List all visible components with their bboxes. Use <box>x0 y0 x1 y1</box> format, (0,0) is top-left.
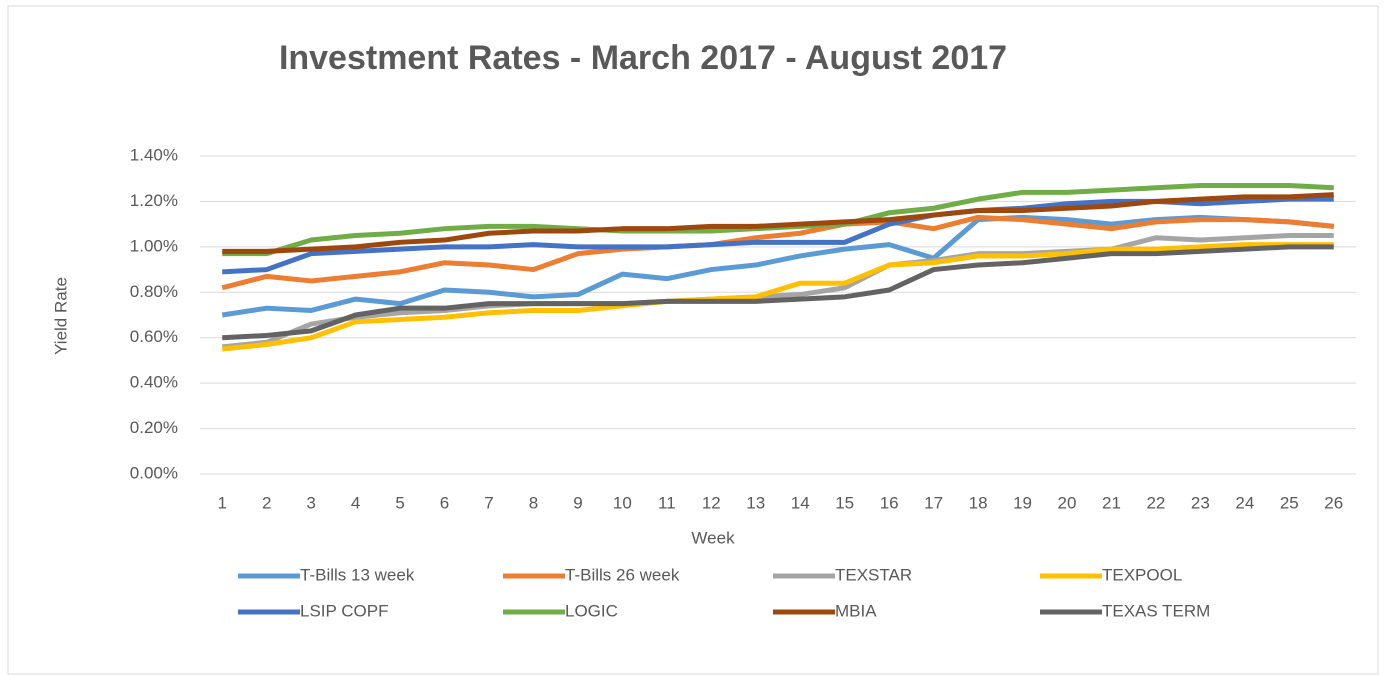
x-tick-label: 6 <box>440 493 449 512</box>
series-line <box>221 233 1334 350</box>
y-axis-label: Yield Rate <box>51 277 70 355</box>
x-tick-label: 23 <box>1191 493 1210 512</box>
chart-frame <box>7 5 1379 675</box>
series-line <box>221 242 1334 352</box>
x-tick-label: 26 <box>1324 493 1343 512</box>
legend-label: MBIA <box>835 601 877 620</box>
x-tick-label: 22 <box>1146 493 1165 512</box>
x-tick-label: 2 <box>262 493 271 512</box>
x-tick-label: 18 <box>969 493 988 512</box>
series-line <box>221 214 1335 318</box>
legend-label: LOGIC <box>565 601 618 620</box>
x-tick-label: 21 <box>1102 493 1121 512</box>
y-tick-label: 0.00% <box>130 463 178 482</box>
x-tick-label: 13 <box>746 493 765 512</box>
y-tick-label: 0.60% <box>130 327 178 346</box>
y-tick-label: 1.20% <box>130 191 178 210</box>
x-tick-label: 11 <box>658 493 676 512</box>
x-tick-label: 7 <box>484 493 493 512</box>
x-tick-label: 14 <box>791 493 810 512</box>
x-tick-label: 3 <box>306 493 315 512</box>
x-tick-label: 16 <box>880 493 899 512</box>
legend-label: LSIP COPF <box>300 601 389 620</box>
y-tick-label: 0.80% <box>130 282 178 301</box>
x-tick-label: 17 <box>924 493 943 512</box>
y-tick-label: 0.40% <box>130 373 178 392</box>
x-tick-label: 12 <box>702 493 721 512</box>
series-line <box>221 214 1335 291</box>
y-tick-label: 0.20% <box>130 418 178 437</box>
x-tick-label: 8 <box>529 493 538 512</box>
x-tick-label: 5 <box>395 493 404 512</box>
x-tick-label: 20 <box>1058 493 1077 512</box>
x-tick-label: 19 <box>1013 493 1032 512</box>
x-tick-label: 4 <box>351 493 360 512</box>
x-tick-label: 1 <box>217 493 226 512</box>
x-tick-label: 15 <box>835 493 854 512</box>
legend-label: TEXPOOL <box>1102 565 1182 584</box>
x-tick-label: 10 <box>613 493 632 512</box>
x-axis-label: Week <box>691 528 735 547</box>
y-tick-label: 1.40% <box>130 145 178 164</box>
x-tick-label: 9 <box>573 493 582 512</box>
chart-title: Investment Rates - March 2017 - August 2… <box>279 39 1007 77</box>
y-tick-label: 1.00% <box>130 236 178 255</box>
legend-label: T-Bills 26 week <box>565 565 680 584</box>
x-tick-label: 25 <box>1280 493 1299 512</box>
series-line <box>222 192 1334 254</box>
legend-label: TEXSTAR <box>835 565 912 584</box>
x-tick-label: 24 <box>1235 493 1254 512</box>
legend-label: T-Bills 13 week <box>300 565 415 584</box>
series-line <box>222 244 1334 341</box>
legend-label: TEXAS TERM <box>1102 601 1210 620</box>
